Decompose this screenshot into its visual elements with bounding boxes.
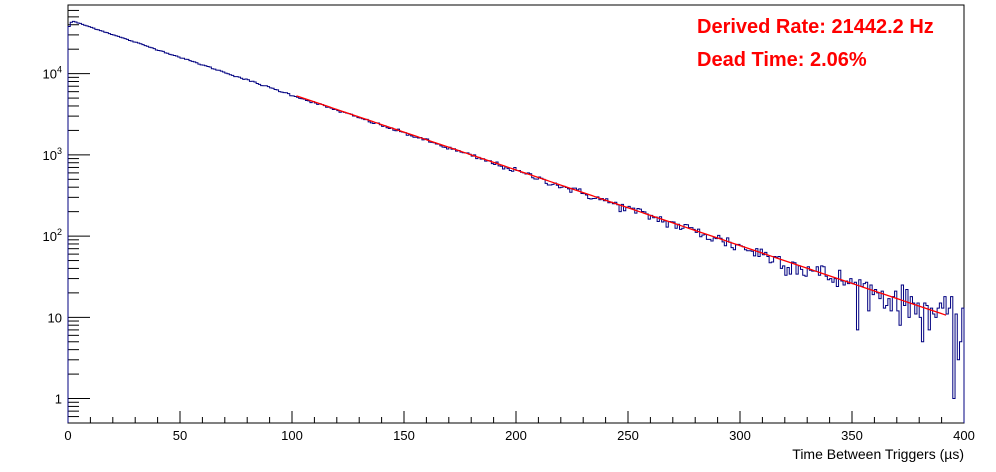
x-tick-label: 400 [953,428,975,443]
fit-curve [296,95,947,316]
x-tick-label: 50 [173,428,187,443]
y-tick-label: 102 [43,227,62,244]
x-tick-label: 200 [505,428,527,443]
y-tick-label: 104 [43,65,62,82]
y-tick-label: 10 [48,310,62,325]
dead-time-annotation: Dead Time: 2.06% [697,49,867,71]
derived-rate-annotation: Derived Rate: 21442.2 Hz [697,16,934,38]
x-tick-label: 250 [617,428,639,443]
x-axis-label: Time Between Triggers (µs) [792,446,964,462]
x-tick-label: 350 [841,428,863,443]
x-tick-label: 100 [281,428,303,443]
x-tick-label: 150 [393,428,415,443]
x-tick-label: 0 [64,428,71,443]
x-tick-label: 300 [729,428,751,443]
y-tick-label: 1 [55,392,62,407]
x-axis [67,411,965,423]
y-tick-label: 103 [43,146,62,163]
y-tick-labels: 1 10 102 103 104 [43,65,62,407]
x-tick-labels: 0 50 100 150 200 250 300 350 400 [64,428,974,443]
y-axis [68,4,90,424]
histogram-series [67,20,965,423]
